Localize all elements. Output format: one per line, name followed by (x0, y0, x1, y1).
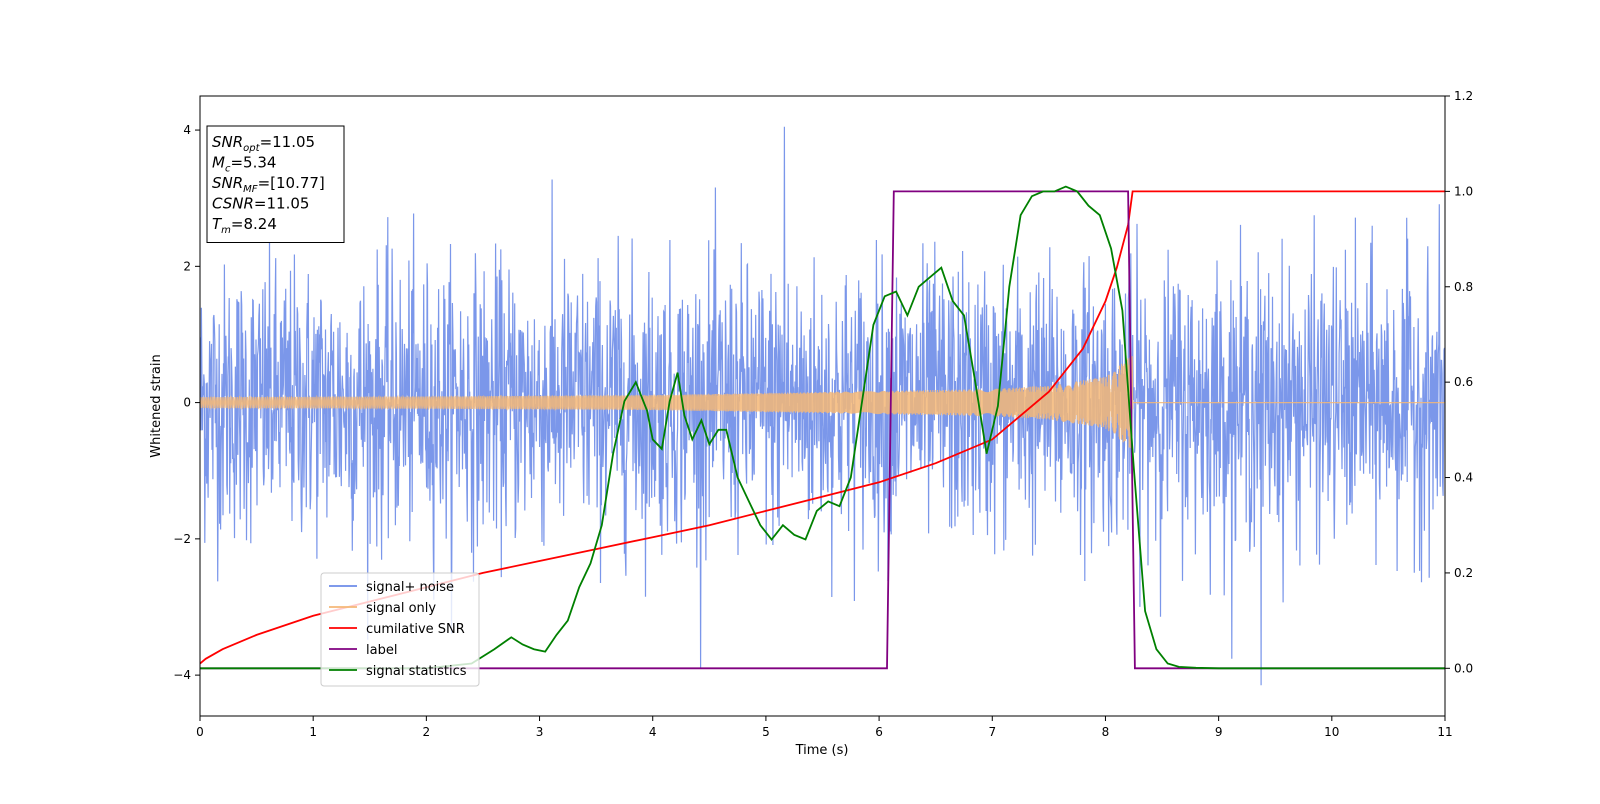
y-right-tick-label: 1.0 (1454, 184, 1473, 198)
series-signal-noise (200, 126, 1445, 686)
info-line: CSNR=11.05 (212, 195, 309, 213)
legend-label: cumilative SNR (366, 622, 465, 637)
legend-label: signal+ noise (366, 580, 454, 595)
info-subscript: m (221, 225, 231, 236)
x-tick-label: 9 (1215, 725, 1223, 739)
x-tick-label: 11 (1437, 725, 1452, 739)
info-subscript: opt (243, 143, 260, 154)
legend-label: signal only (366, 601, 436, 616)
series-signal-statistics (200, 185, 1445, 670)
x-tick-label: 6 (875, 725, 883, 739)
info-variable: M (212, 154, 225, 172)
info-variable: CSNR (212, 195, 254, 213)
info-subscript: c (225, 164, 231, 175)
y-left-tick-label: −4 (173, 668, 191, 682)
legend-label: signal statistics (366, 664, 467, 679)
series-layer (200, 126, 1445, 686)
y-right-tick-label: 0.6 (1454, 375, 1473, 389)
info-variable: T (212, 215, 223, 233)
y-left-tick-label: −2 (173, 532, 191, 546)
info-line: Mc=5.34 (212, 154, 276, 175)
y-right-tick-label: 0.4 (1454, 471, 1473, 485)
info-variable: SNR (212, 174, 243, 192)
x-tick-label: 8 (1102, 725, 1110, 739)
y-right-tick-label: 0.8 (1454, 280, 1473, 294)
info-box-frame (206, 125, 345, 243)
y-right-tick-label: 1.2 (1454, 89, 1473, 103)
legend-frame (320, 572, 480, 687)
x-tick-label: 4 (649, 725, 657, 739)
y-left-tick-label: 0 (183, 396, 191, 410)
info-box: SNRopt=11.05Mc=5.34SNRMF=[10.77]CSNR=11.… (206, 125, 345, 243)
x-tick-label: 10 (1324, 725, 1339, 739)
series-label (200, 190, 1445, 670)
x-axis-label: Time (s) (795, 743, 849, 758)
info-value: =[10.77] (258, 174, 325, 192)
x-tick-label: 3 (536, 725, 544, 739)
info-value: =8.24 (231, 215, 277, 233)
y-axis-label: Whitened strain (149, 354, 164, 457)
info-subscript: MF (243, 184, 258, 195)
info-value: =11.05 (260, 133, 316, 151)
info-line: Tm=8.24 (212, 215, 277, 236)
info-line: SNRMF=[10.77] (212, 174, 325, 195)
x-tick-label: 0 (196, 725, 204, 739)
plot-frame (199, 95, 1446, 717)
info-variable: SNR (212, 133, 243, 151)
y-left-tick-label: 4 (183, 123, 191, 137)
series-cumilative-snr (200, 190, 1445, 665)
y-right-tick-label: 0.2 (1454, 566, 1473, 580)
y-left-tick-label: 2 (183, 259, 191, 273)
info-value: =11.05 (254, 195, 310, 213)
x-tick-label: 7 (988, 725, 996, 739)
x-tick-label: 5 (762, 725, 770, 739)
x-tick-label: 2 (423, 725, 431, 739)
axes-layer: 0 1 2 3 4 5 6 7 8 9 10 11 −4 −2 0 2 4 0.0 0.2 0.4 0.6 0.8 1.0 1… (173, 89, 1473, 739)
x-tick-label: 1 (309, 725, 317, 739)
legend-label: label (366, 643, 397, 658)
info-line: SNRopt=11.05 (212, 133, 315, 154)
y-right-tick-label: 0.0 (1454, 661, 1473, 675)
legend: signal+ noise signal only cumilative SNR la… (320, 572, 480, 687)
info-value: =5.34 (230, 154, 276, 172)
